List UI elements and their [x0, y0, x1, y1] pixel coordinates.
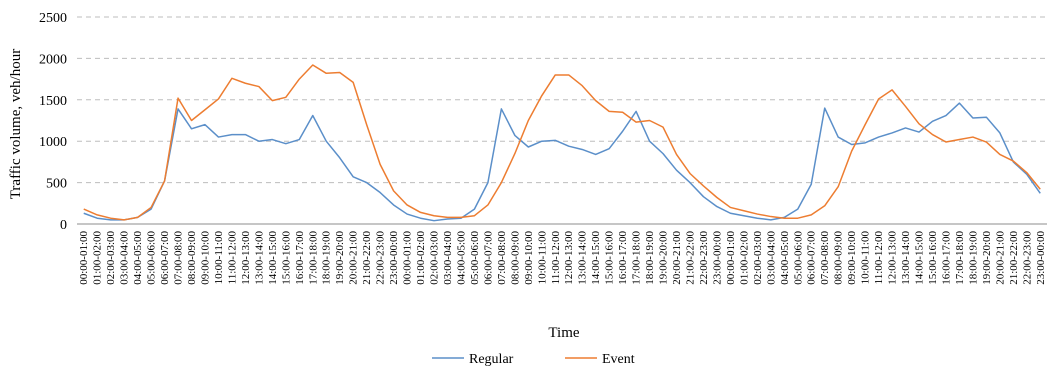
y-axis-title: Traffic volume, veh/hour — [8, 49, 24, 199]
x-tick-label: 08:00-09:00 — [833, 231, 845, 285]
x-tick-label: 15:00-16:00 — [927, 231, 939, 285]
x-tick-label: 11:00-12:00 — [226, 231, 238, 285]
series-line-regular — [83, 102, 1041, 222]
x-tick-label: 23:00-00:00 — [388, 231, 400, 285]
x-tick-label: 16:00-17:00 — [617, 231, 629, 285]
x-tick-label: 12:00-13:00 — [240, 231, 252, 285]
x-tick-label: 06:00-07:00 — [806, 231, 818, 285]
x-tick-label: 01:00-02:00 — [415, 231, 427, 285]
x-axis-tick-labels: 00:00-01:00 01:00-02:00 02:00-03:00 03:00-0… — [78, 231, 1047, 285]
x-tick-label: 19:00-20:00 — [658, 231, 670, 285]
x-tick-label: 14:00-15:00 — [590, 231, 602, 285]
x-tick-label: 18:00-19:00 — [321, 231, 333, 285]
x-tick-label: 04:00-05:00 — [455, 231, 467, 285]
x-tick-label: 21:00-22:00 — [1008, 231, 1020, 285]
x-tick-label: 02:00-03:00 — [429, 231, 441, 285]
x-tick-label: 15:00-16:00 — [604, 231, 616, 285]
series-lines — [83, 64, 1041, 222]
x-tick-label: 04:00-05:00 — [779, 231, 791, 285]
x-tick-label: 04:00-05:00 — [132, 231, 144, 285]
x-tick-label: 09:00-10:00 — [523, 231, 535, 285]
x-tick-label: 10:00-11:00 — [213, 231, 225, 285]
x-tick-label: 12:00-13:00 — [887, 231, 899, 285]
x-tick-label: 09:00-10:00 — [199, 231, 211, 285]
x-tick-label: 21:00-22:00 — [361, 231, 373, 285]
y-tick-label: 2000 — [39, 52, 67, 67]
y-tick-label: 1500 — [39, 94, 67, 109]
x-tick-label: 02:00-03:00 — [105, 231, 117, 285]
x-tick-label: 10:00-11:00 — [860, 231, 872, 285]
x-tick-label: 12:00-13:00 — [563, 231, 575, 285]
x-tick-label: 07:00-08:00 — [819, 231, 831, 285]
x-tick-label: 17:00-18:00 — [954, 231, 966, 285]
x-tick-label: 19:00-20:00 — [981, 231, 993, 285]
x-tick-label: 05:00-06:00 — [469, 231, 481, 285]
y-tick-label: 1000 — [39, 135, 67, 150]
x-axis-title: Time — [548, 325, 579, 341]
x-tick-label: 23:00-00:00 — [711, 231, 723, 285]
x-tick-label: 11:00-12:00 — [550, 231, 562, 285]
x-tick-label: 23:00-00:00 — [1035, 231, 1047, 285]
x-tick-label: 07:00-08:00 — [496, 231, 508, 285]
series-line-event — [83, 64, 1041, 221]
x-tick-label: 03:00-04:00 — [119, 231, 131, 285]
x-tick-label: 05:00-06:00 — [146, 231, 158, 285]
x-tick-label: 13:00-14:00 — [253, 231, 265, 285]
x-tick-label: 06:00-07:00 — [482, 231, 494, 285]
x-tick-label: 05:00-06:00 — [792, 231, 804, 285]
x-tick-label: 14:00-15:00 — [267, 231, 279, 285]
x-tick-label: 19:00-20:00 — [334, 231, 346, 285]
legend-label-event: Event — [602, 352, 635, 367]
x-tick-label: 00:00-01:00 — [402, 231, 414, 285]
x-tick-label: 08:00-09:00 — [186, 231, 198, 285]
x-tick-label: 14:00-15:00 — [914, 231, 926, 285]
x-tick-label: 20:00-21:00 — [348, 231, 360, 285]
x-tick-label: 18:00-19:00 — [644, 231, 656, 285]
x-tick-label: 20:00-21:00 — [994, 231, 1006, 285]
x-tick-label: 17:00-18:00 — [307, 231, 319, 285]
x-tick-label: 09:00-10:00 — [846, 231, 858, 285]
x-tick-label: 11:00-12:00 — [873, 231, 885, 285]
x-tick-label: 22:00-23:00 — [375, 231, 387, 285]
x-tick-label: 10:00-11:00 — [536, 231, 548, 285]
x-tick-label: 15:00-16:00 — [280, 231, 292, 285]
x-tick-label: 01:00-02:00 — [738, 231, 750, 285]
x-tick-label: 03:00-04:00 — [765, 231, 777, 285]
y-axis-tick-labels: 0 500 1000 1500 2000 2500 — [39, 11, 67, 233]
x-tick-label: 01:00-02:00 — [92, 231, 104, 285]
x-tick-label: 16:00-17:00 — [940, 231, 952, 285]
y-tick-label: 500 — [46, 177, 67, 192]
x-tick-label: 03:00-04:00 — [442, 231, 454, 285]
x-tick-label: 13:00-14:00 — [900, 231, 912, 285]
x-tick-label: 17:00-18:00 — [631, 231, 643, 285]
x-tick-label: 08:00-09:00 — [509, 231, 521, 285]
x-tick-label: 20:00-21:00 — [671, 231, 683, 285]
x-tick-label: 13:00-14:00 — [577, 231, 589, 285]
gridlines — [77, 16, 1047, 184]
legend-label-regular: Regular — [469, 352, 514, 367]
x-tick-label: 07:00-08:00 — [173, 231, 185, 285]
x-tick-label: 02:00-03:00 — [752, 231, 764, 285]
x-tick-label: 16:00-17:00 — [294, 231, 306, 285]
x-tick-label: 22:00-23:00 — [1021, 231, 1033, 285]
y-tick-label: 2500 — [39, 11, 67, 26]
x-tick-label: 00:00-01:00 — [725, 231, 737, 285]
legend: Regular Event — [432, 352, 635, 367]
x-tick-label: 22:00-23:00 — [698, 231, 710, 285]
x-tick-label: 18:00-19:00 — [967, 231, 979, 285]
x-tick-label: 06:00-07:00 — [159, 231, 171, 285]
y-tick-label: 0 — [60, 218, 67, 233]
x-tick-label: 00:00-01:00 — [78, 231, 90, 285]
x-tick-label: 21:00-22:00 — [684, 231, 696, 285]
